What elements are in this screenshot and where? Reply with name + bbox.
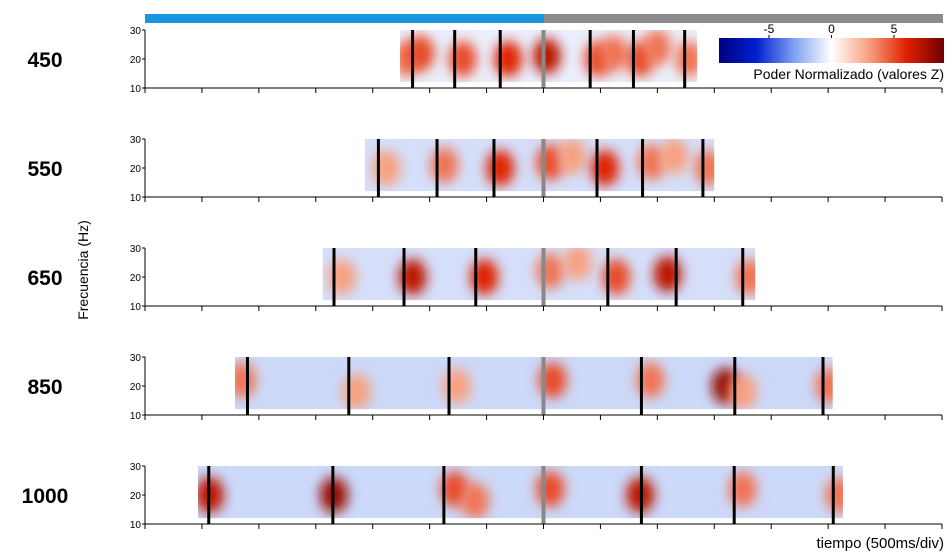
heatmap-cell: [694, 150, 715, 186]
heatmap: [322, 248, 756, 301]
post-bar: [544, 14, 943, 23]
heatmap-cell: [815, 368, 833, 404]
y-axis-label: Frecuencia (Hz): [75, 220, 91, 320]
heatmap-cell: [372, 150, 401, 186]
heatmap-cell: [602, 259, 631, 295]
heatmap-cell: [728, 471, 757, 508]
heatmap-cell: [643, 30, 672, 66]
colorbar-ramp: [719, 38, 944, 63]
heatmap-cell: [406, 35, 435, 72]
heatmap: [400, 30, 698, 83]
y-tick-label: 10: [130, 520, 142, 531]
y-tick-label: 30: [130, 26, 142, 37]
heatmap-cell: [342, 373, 371, 410]
panel: 450 10 20 30: [27, 26, 943, 95]
y-tick-label: 30: [130, 353, 142, 364]
y-tick-label: 20: [130, 55, 142, 66]
panel-label: 1000: [22, 485, 69, 508]
heatmap-cell: [536, 471, 565, 508]
heatmap: [234, 357, 833, 410]
panel-label: 550: [27, 158, 62, 181]
y-tick-label: 10: [130, 302, 142, 313]
panel-label: 850: [27, 376, 62, 399]
heatmap: [197, 466, 843, 519]
heatmap-cell: [234, 362, 256, 399]
heatmap-cell: [536, 253, 565, 290]
heatmap-cell: [563, 248, 592, 281]
heatmap: [364, 139, 715, 192]
x-axis-label: tiempo (500ms/div): [816, 535, 944, 552]
heatmap-cell: [538, 362, 567, 399]
heatmap-cell: [637, 144, 666, 181]
heatmap-cell: [825, 477, 843, 513]
y-tick-label: 10: [130, 193, 142, 204]
heatmap-cell: [636, 362, 665, 399]
panel-label: 450: [27, 49, 62, 72]
colorbar-tick-label: -5: [764, 22, 775, 36]
y-tick-label: 20: [130, 164, 142, 175]
panel-label: 650: [27, 267, 62, 290]
panel: 850 10 20 30: [27, 353, 943, 422]
y-tick-label: 30: [130, 462, 142, 473]
heatmap-cell: [398, 259, 427, 295]
y-tick-label: 20: [130, 382, 142, 393]
heatmap-cell: [557, 139, 586, 175]
colorbar-tick-label: 5: [891, 22, 898, 36]
heatmap-cell: [327, 259, 356, 295]
heatmap-cell: [470, 259, 499, 295]
y-tick-label: 30: [130, 244, 142, 255]
heatmap-cell: [735, 259, 756, 295]
heatmap-cell: [600, 35, 629, 72]
heatmap-cell: [486, 150, 515, 186]
y-tick-label: 20: [130, 273, 142, 284]
y-tick-label: 30: [130, 135, 142, 146]
heatmap-cell: [590, 150, 619, 186]
colorbar-tick-label: 0: [828, 22, 835, 36]
pre-bar: [145, 14, 544, 23]
y-tick-label: 20: [130, 491, 142, 502]
heatmap-cell: [728, 373, 757, 410]
panel: 550 10 20 30: [27, 135, 943, 204]
panel: 650 10 20 30: [27, 244, 943, 313]
colorbar: Poder Normalizado (valores Z) -5 0 5: [719, 22, 944, 82]
heatmap-cell: [675, 41, 698, 77]
heatmap-cell: [494, 41, 523, 77]
colorbar-label: Poder Normalizado (valores Z): [753, 66, 944, 82]
heatmap-cell: [461, 482, 490, 519]
heatmap-cell: [532, 38, 561, 75]
y-tick-label: 10: [130, 84, 142, 95]
heatmap-cell: [448, 41, 477, 77]
y-tick-label: 10: [130, 411, 142, 422]
heatmap-cell: [653, 256, 682, 293]
heatmap-cell: [660, 139, 689, 175]
panel: 1000 10 20 30: [22, 462, 943, 531]
heatmap-cell: [430, 147, 459, 184]
heatmap-cell: [197, 477, 224, 513]
heatmap-cell: [442, 368, 471, 404]
